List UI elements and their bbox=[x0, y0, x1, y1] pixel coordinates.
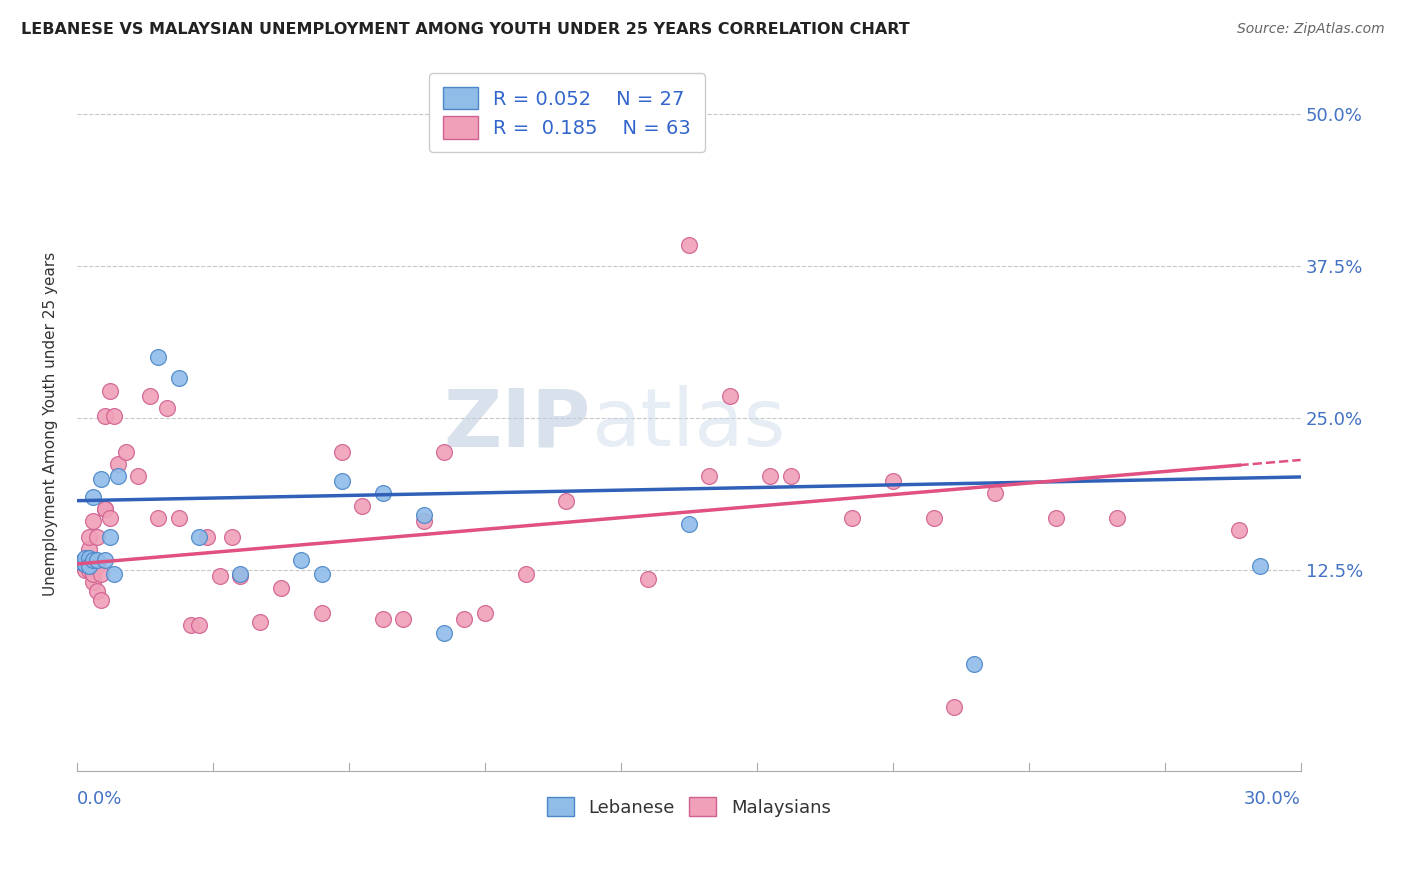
Point bbox=[82, 490, 104, 504]
Point bbox=[77, 563, 100, 577]
Point bbox=[221, 530, 243, 544]
Point bbox=[718, 389, 741, 403]
Point bbox=[942, 700, 965, 714]
Point bbox=[433, 626, 456, 640]
Point bbox=[73, 550, 96, 565]
Point bbox=[412, 514, 434, 528]
Text: 30.0%: 30.0% bbox=[1244, 790, 1301, 808]
Point bbox=[392, 612, 415, 626]
Point bbox=[311, 566, 333, 581]
Point bbox=[637, 572, 659, 586]
Point bbox=[156, 401, 179, 416]
Point bbox=[412, 508, 434, 523]
Point bbox=[963, 657, 986, 671]
Point bbox=[82, 514, 104, 528]
Legend: Lebanese, Malaysians: Lebanese, Malaysians bbox=[540, 790, 838, 824]
Point bbox=[167, 371, 190, 385]
Point bbox=[759, 469, 782, 483]
Point bbox=[73, 554, 96, 568]
Point bbox=[779, 469, 801, 483]
Point bbox=[77, 559, 100, 574]
Point bbox=[90, 472, 112, 486]
Point bbox=[77, 530, 100, 544]
Point bbox=[371, 486, 394, 500]
Text: Source: ZipAtlas.com: Source: ZipAtlas.com bbox=[1237, 22, 1385, 37]
Point bbox=[433, 445, 456, 459]
Point bbox=[1229, 523, 1251, 537]
Point bbox=[139, 389, 162, 403]
Point bbox=[90, 593, 112, 607]
Point bbox=[474, 606, 496, 620]
Point bbox=[98, 510, 121, 524]
Point bbox=[229, 569, 252, 583]
Point bbox=[70, 557, 93, 571]
Point bbox=[453, 612, 475, 626]
Text: ZIP: ZIP bbox=[444, 385, 591, 463]
Point bbox=[678, 238, 700, 252]
Point bbox=[86, 583, 108, 598]
Point bbox=[1249, 559, 1271, 574]
Point bbox=[1107, 510, 1129, 524]
Point bbox=[77, 557, 100, 571]
Point bbox=[197, 530, 219, 544]
Point bbox=[77, 550, 100, 565]
Point bbox=[103, 409, 125, 423]
Point bbox=[983, 486, 1005, 500]
Point bbox=[697, 469, 720, 483]
Point bbox=[352, 499, 374, 513]
Point bbox=[82, 554, 104, 568]
Point bbox=[841, 510, 863, 524]
Point bbox=[98, 384, 121, 399]
Point bbox=[311, 606, 333, 620]
Point bbox=[94, 553, 117, 567]
Point bbox=[107, 469, 129, 483]
Point bbox=[73, 557, 96, 571]
Point bbox=[94, 502, 117, 516]
Point bbox=[103, 566, 125, 581]
Point bbox=[188, 617, 211, 632]
Point bbox=[678, 516, 700, 531]
Point bbox=[208, 569, 231, 583]
Point bbox=[77, 542, 100, 557]
Point bbox=[1045, 510, 1067, 524]
Point bbox=[86, 553, 108, 567]
Point bbox=[86, 554, 108, 568]
Point bbox=[94, 502, 117, 516]
Text: atlas: atlas bbox=[591, 385, 785, 463]
Point bbox=[98, 530, 121, 544]
Point bbox=[270, 581, 292, 595]
Point bbox=[73, 563, 96, 577]
Text: 0.0%: 0.0% bbox=[77, 790, 122, 808]
Point bbox=[249, 615, 271, 630]
Point bbox=[330, 445, 353, 459]
Point bbox=[90, 566, 112, 581]
Point bbox=[70, 554, 93, 568]
Point bbox=[148, 510, 170, 524]
Point bbox=[167, 510, 190, 524]
Y-axis label: Unemployment Among Youth under 25 years: Unemployment Among Youth under 25 years bbox=[44, 252, 58, 596]
Point bbox=[371, 612, 394, 626]
Point bbox=[188, 530, 211, 544]
Point bbox=[77, 559, 100, 574]
Point bbox=[229, 566, 252, 581]
Text: LEBANESE VS MALAYSIAN UNEMPLOYMENT AMONG YOUTH UNDER 25 YEARS CORRELATION CHART: LEBANESE VS MALAYSIAN UNEMPLOYMENT AMONG… bbox=[21, 22, 910, 37]
Point bbox=[82, 575, 104, 590]
Point bbox=[555, 493, 578, 508]
Point bbox=[922, 510, 945, 524]
Point bbox=[114, 445, 136, 459]
Point bbox=[86, 559, 108, 574]
Point bbox=[148, 350, 170, 364]
Point bbox=[290, 553, 312, 567]
Point bbox=[330, 474, 353, 488]
Point bbox=[882, 474, 904, 488]
Point bbox=[515, 566, 537, 581]
Point bbox=[82, 566, 104, 581]
Point bbox=[94, 409, 117, 423]
Point bbox=[86, 530, 108, 544]
Point bbox=[82, 553, 104, 567]
Point bbox=[127, 469, 149, 483]
Point bbox=[107, 457, 129, 471]
Point bbox=[180, 617, 202, 632]
